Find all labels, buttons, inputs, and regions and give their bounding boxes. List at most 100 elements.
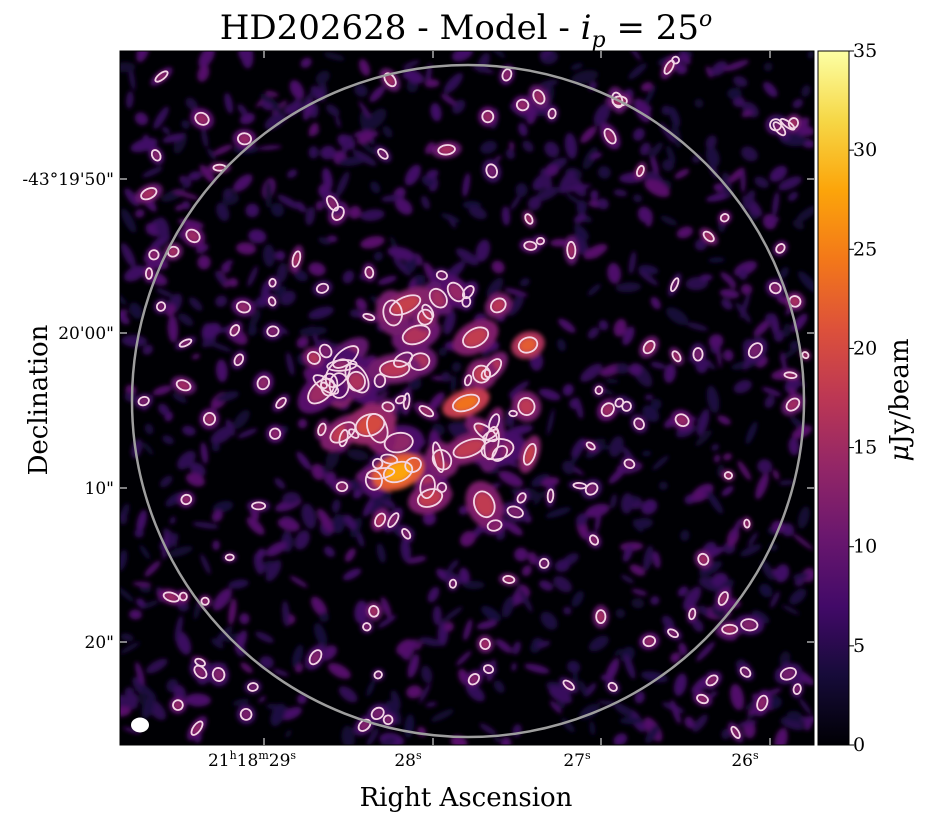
emission-peak bbox=[567, 242, 576, 258]
emission-peak bbox=[518, 398, 535, 415]
emission-peak bbox=[437, 271, 447, 280]
contour bbox=[224, 553, 235, 562]
noise-blob bbox=[619, 717, 643, 725]
contour bbox=[318, 343, 333, 359]
emission-peak bbox=[248, 683, 258, 691]
colorbar-tick-label: 30 bbox=[853, 139, 877, 161]
noise-blob bbox=[450, 735, 468, 745]
noise-blob bbox=[498, 470, 524, 487]
noise-blob bbox=[402, 60, 420, 69]
contour bbox=[408, 352, 431, 371]
contour bbox=[508, 409, 518, 418]
emission-peak bbox=[615, 398, 624, 407]
noise-blob bbox=[637, 206, 653, 223]
noise-blob bbox=[249, 309, 261, 329]
emission-peak bbox=[749, 343, 762, 358]
noise-blob bbox=[521, 565, 532, 577]
emission-peak bbox=[519, 337, 537, 353]
emission-peak bbox=[380, 360, 409, 377]
emission-peak bbox=[449, 579, 457, 588]
noise-blob bbox=[783, 720, 804, 731]
noise-blob bbox=[569, 398, 580, 410]
noise-blob bbox=[721, 728, 731, 740]
noise-blob bbox=[540, 611, 558, 630]
contour-layer bbox=[137, 55, 810, 739]
noise-blob bbox=[763, 62, 773, 72]
emission-peak bbox=[482, 111, 494, 122]
contour bbox=[788, 295, 802, 308]
emission-peak bbox=[201, 597, 209, 605]
noise-blob bbox=[774, 727, 788, 745]
noise-blob bbox=[567, 660, 581, 674]
noise-blob bbox=[451, 361, 462, 373]
noise-blob bbox=[663, 363, 676, 384]
contour bbox=[154, 70, 169, 83]
emission-peak bbox=[524, 241, 537, 250]
noise-blob bbox=[370, 181, 381, 194]
noise-blob bbox=[458, 505, 468, 515]
noise-blob bbox=[644, 394, 654, 401]
noise-blob bbox=[447, 559, 459, 572]
noise-blob bbox=[680, 529, 690, 542]
contour bbox=[374, 512, 387, 528]
noise-blob bbox=[477, 52, 490, 73]
contour bbox=[479, 638, 491, 650]
noise-blob bbox=[373, 251, 383, 261]
contour bbox=[419, 474, 436, 500]
noise-blob bbox=[356, 530, 365, 548]
noise-blob bbox=[421, 665, 433, 684]
noise-blob bbox=[436, 568, 447, 581]
contour bbox=[692, 347, 704, 362]
emission-peak bbox=[563, 680, 574, 690]
noise-blob bbox=[801, 85, 811, 97]
noise-blob bbox=[613, 318, 627, 337]
noise-blob bbox=[211, 638, 224, 649]
contour bbox=[178, 591, 188, 602]
noise-blob bbox=[300, 57, 312, 68]
contour bbox=[739, 666, 752, 678]
contour bbox=[417, 308, 434, 326]
noise-blob bbox=[623, 654, 636, 679]
noise-blob bbox=[450, 374, 457, 393]
noise-blob bbox=[360, 236, 385, 249]
noise-blob bbox=[301, 503, 317, 529]
noise-blob bbox=[558, 318, 576, 333]
noise-blob bbox=[741, 146, 758, 162]
emission-peak bbox=[480, 639, 490, 649]
noise-blob bbox=[574, 224, 589, 240]
noise-blob bbox=[666, 145, 676, 164]
contour bbox=[200, 596, 210, 606]
noise-blob bbox=[747, 531, 758, 547]
contour bbox=[137, 395, 150, 407]
noise-blob bbox=[604, 378, 619, 384]
noise-blob bbox=[772, 469, 780, 480]
noise-blob bbox=[140, 600, 160, 609]
noise-blob bbox=[678, 642, 688, 656]
emission-peak bbox=[595, 386, 603, 394]
contour bbox=[667, 628, 679, 639]
noise-blob bbox=[315, 70, 330, 85]
emission-peak bbox=[536, 237, 544, 245]
noise-blob bbox=[227, 277, 239, 288]
noise-blob bbox=[419, 682, 431, 704]
contour bbox=[383, 431, 414, 454]
emission-peak bbox=[145, 268, 153, 279]
noise-blob bbox=[728, 167, 745, 183]
noise-blob bbox=[293, 269, 308, 282]
noise-blob bbox=[294, 530, 310, 550]
noise-blob bbox=[185, 472, 205, 487]
noise-blob bbox=[792, 533, 814, 551]
contour bbox=[462, 326, 490, 349]
noise-blob bbox=[419, 637, 442, 647]
noise-blob bbox=[509, 141, 515, 151]
noise-blob bbox=[793, 572, 809, 581]
noise-blob bbox=[211, 443, 220, 452]
noise-blob bbox=[342, 568, 362, 581]
emission-peak bbox=[601, 403, 614, 416]
noise-blob bbox=[393, 257, 411, 276]
noise-blob bbox=[574, 213, 587, 224]
noise-blob bbox=[237, 104, 248, 116]
emission-peak bbox=[474, 492, 495, 517]
emission-peak bbox=[484, 665, 493, 673]
noise-blob bbox=[206, 340, 233, 353]
